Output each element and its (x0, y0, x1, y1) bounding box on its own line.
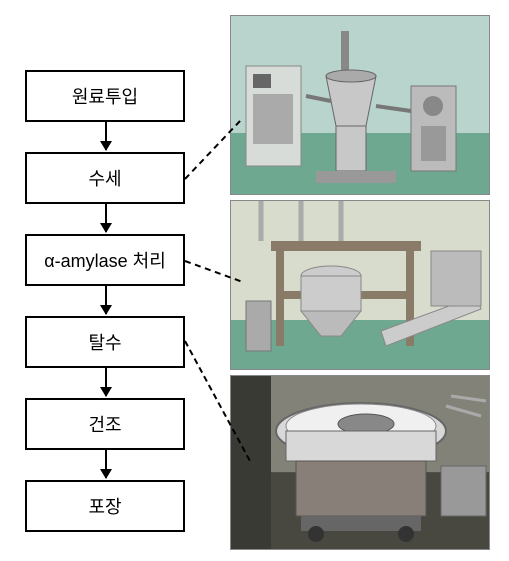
flow-step-5: 포장 (25, 480, 185, 532)
washing-equipment-svg (231, 16, 490, 195)
flow-step-3: 탈수 (25, 316, 185, 368)
amylase-equipment-photo (230, 200, 490, 370)
flow-step-0: 원료투입 (25, 70, 185, 122)
flow-arrow-2 (105, 286, 107, 314)
flow-arrow-4 (105, 450, 107, 478)
flow-step-1: 수세 (25, 152, 185, 204)
dewatering-equipment-photo (230, 375, 490, 550)
flow-arrow-1 (105, 204, 107, 232)
flow-step-2: α-amylase 처리 (25, 234, 185, 286)
flow-arrow-3 (105, 368, 107, 396)
dewatering-equipment-svg (231, 376, 490, 550)
flow-step-4: 건조 (25, 398, 185, 450)
amylase-equipment-svg (231, 201, 490, 370)
flow-arrow-0 (105, 122, 107, 150)
washing-equipment-photo (230, 15, 490, 195)
